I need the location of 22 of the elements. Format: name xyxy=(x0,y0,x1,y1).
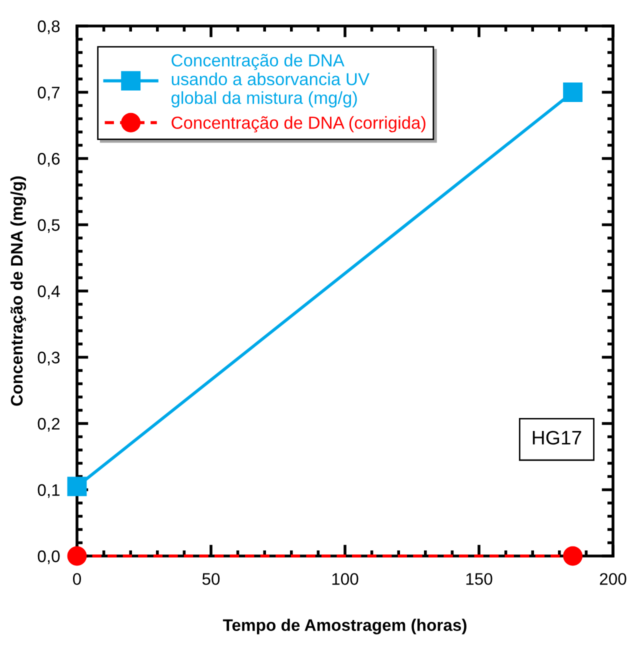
point xyxy=(563,546,583,566)
legend-label: Concentração de DNA usando a absorvancia UV global da mistura (mg/g) xyxy=(171,54,370,108)
y-tick-label: 0,7 xyxy=(38,86,60,100)
legend-label: Concentração de DNA (corrigida) xyxy=(172,116,426,132)
y-tick-label: 0,2 xyxy=(38,418,60,432)
x-tick-label: 150 xyxy=(466,573,492,585)
x-tick-label: 200 xyxy=(600,573,626,585)
y-tick-label: 0,0 xyxy=(38,550,60,564)
y-tick-label: 0,6 xyxy=(38,152,60,167)
point xyxy=(563,82,583,102)
y-tick-label: 0,3 xyxy=(38,352,60,366)
y-axis-title: Concentração de DNA (mg/g) xyxy=(10,176,26,406)
x-tick-label: 100 xyxy=(332,573,358,585)
y-tick-label: 0,1 xyxy=(38,484,60,498)
x-tick-label: 50 xyxy=(202,573,220,585)
annotation: HG17 xyxy=(532,430,582,445)
y-tick-label: 0,4 xyxy=(38,285,60,300)
x-axis-title: Tempo de Amostragem (horas) xyxy=(222,618,466,634)
point xyxy=(67,476,87,496)
x-tick-label: 0 xyxy=(73,573,81,585)
y-tick-label: 0,5 xyxy=(38,219,60,233)
y-tick-label: 0,8 xyxy=(38,20,60,34)
